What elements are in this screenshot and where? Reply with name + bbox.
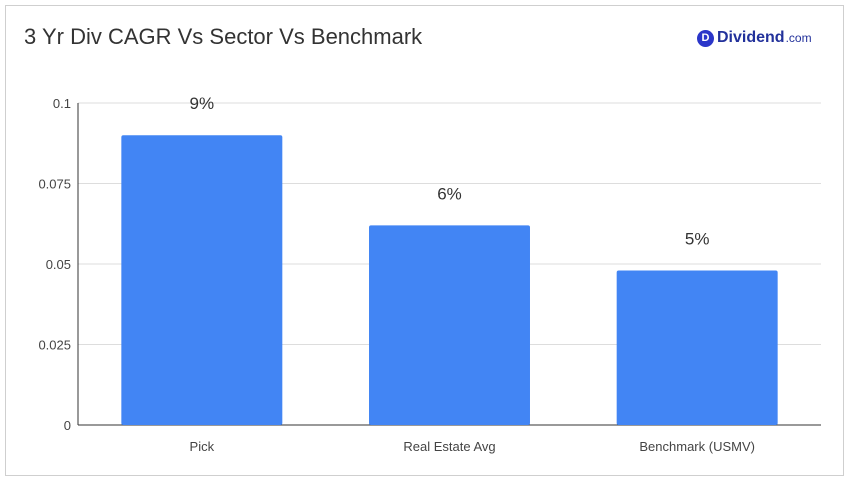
logo-mark-icon: D: [697, 29, 714, 47]
data-label: 9%: [190, 94, 215, 113]
chart-title: 3 Yr Div CAGR Vs Sector Vs Benchmark: [24, 24, 423, 49]
y-tick-label: 0.05: [46, 257, 71, 272]
data-label: 5%: [685, 229, 710, 248]
data-label: 6%: [437, 184, 462, 203]
bar: [121, 135, 283, 425]
bar: [616, 270, 778, 425]
y-tick-label: 0.1: [53, 96, 71, 111]
x-category-label: Benchmark (USMV): [639, 439, 755, 454]
bar: [369, 225, 530, 425]
logo-suffix: .com: [785, 31, 812, 45]
labels: 0 0.025 0.05 0.075 0.1 9% Pick 6% Real Estate Av…: [38, 94, 755, 454]
x-category-label: Real Estate Avg: [403, 439, 495, 454]
y-tick-label: 0.025: [38, 338, 71, 353]
y-tick-label: 0.075: [38, 177, 71, 192]
y-tick-label: 0: [64, 418, 71, 433]
bars: [121, 135, 778, 425]
x-category-label: Pick: [190, 439, 215, 454]
dividend-logo: D Dividend .com: [697, 29, 812, 47]
logo-text: Dividend: [717, 29, 785, 46]
